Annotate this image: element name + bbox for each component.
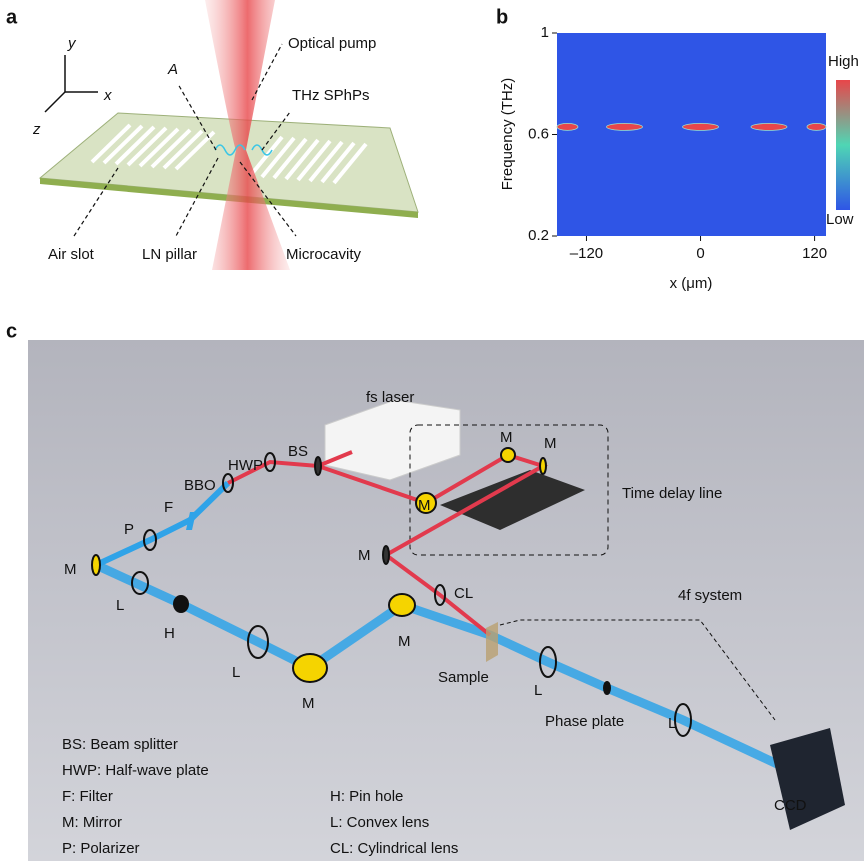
label: H bbox=[164, 625, 175, 642]
label: LN pillar bbox=[142, 246, 197, 263]
colorbar-high: High bbox=[828, 53, 859, 70]
label: Air slot bbox=[48, 246, 95, 263]
y-axis-label: Frequency (THz) bbox=[499, 78, 516, 191]
panel-letter: a bbox=[6, 6, 18, 28]
label: F bbox=[164, 499, 173, 516]
legend-item: H: Pin hole bbox=[330, 788, 403, 805]
axis-label: y bbox=[67, 35, 77, 52]
x-tick-label: 0 bbox=[696, 245, 704, 262]
legend-item: CL: Cylindrical lens bbox=[330, 840, 458, 857]
panel-letter: c bbox=[6, 320, 17, 342]
panel-c: c bbox=[6, 320, 864, 861]
label: M bbox=[500, 429, 513, 446]
label: L bbox=[534, 682, 542, 699]
panel-letter: b bbox=[496, 6, 508, 28]
legend-item: M: Mirror bbox=[62, 814, 122, 831]
label: Phase plate bbox=[545, 713, 624, 730]
axis-label: x bbox=[103, 87, 112, 104]
label: HWP bbox=[228, 457, 263, 474]
label: fs laser bbox=[366, 389, 414, 406]
x-tick-label: –120 bbox=[570, 245, 603, 262]
sample bbox=[486, 622, 498, 662]
label: M bbox=[418, 497, 431, 514]
label: CL bbox=[454, 585, 473, 602]
label: Microcavity bbox=[286, 246, 362, 263]
label: M bbox=[544, 435, 557, 452]
y-tick-label: 0.6 bbox=[528, 125, 549, 142]
x-tick-label: 120 bbox=[802, 245, 827, 262]
peak bbox=[807, 123, 826, 130]
legend-item: F: Filter bbox=[62, 788, 113, 805]
label: M bbox=[358, 547, 371, 564]
label: BS bbox=[288, 443, 308, 460]
label: L bbox=[232, 664, 240, 681]
label: M bbox=[64, 561, 77, 578]
y-tick-label: 0.2 bbox=[528, 227, 549, 244]
peak bbox=[683, 123, 719, 130]
label: BBO bbox=[184, 477, 216, 494]
axis-arrow bbox=[45, 92, 65, 112]
peak bbox=[751, 123, 787, 130]
label: L bbox=[668, 715, 676, 732]
label: M bbox=[398, 633, 411, 650]
panel-b: b Frequency (THz) x (μm) High Low 0.2 0.6… bbox=[496, 6, 859, 292]
label: M bbox=[302, 695, 315, 712]
y-tick-label: 1 bbox=[541, 24, 549, 41]
colorbar-low: Low bbox=[826, 211, 854, 228]
plot-area bbox=[557, 33, 826, 236]
label: Sample bbox=[438, 669, 489, 686]
peak bbox=[606, 123, 642, 130]
colorbar bbox=[836, 80, 850, 210]
label: A bbox=[167, 61, 178, 78]
axis-label: z bbox=[32, 121, 41, 138]
legend-item: HWP: Half-wave plate bbox=[62, 762, 209, 779]
label: P bbox=[124, 521, 134, 538]
label: 4f system bbox=[678, 587, 742, 604]
label: CCD bbox=[774, 797, 807, 814]
legend-item: L: Convex lens bbox=[330, 814, 429, 831]
legend-item: BS: Beam splitter bbox=[62, 736, 178, 753]
legend-item: P: Polarizer bbox=[62, 840, 140, 857]
label: Time delay line bbox=[622, 485, 722, 502]
x-axis-label: x (μm) bbox=[670, 275, 713, 292]
label: THz SPhPs bbox=[292, 87, 370, 104]
peak bbox=[557, 123, 578, 130]
label: L bbox=[116, 597, 124, 614]
panel-a: a y x z A Optical pump bbox=[6, 0, 418, 270]
label: Optical pump bbox=[288, 35, 376, 52]
figure: a y x z A Optical pump bbox=[0, 0, 864, 861]
